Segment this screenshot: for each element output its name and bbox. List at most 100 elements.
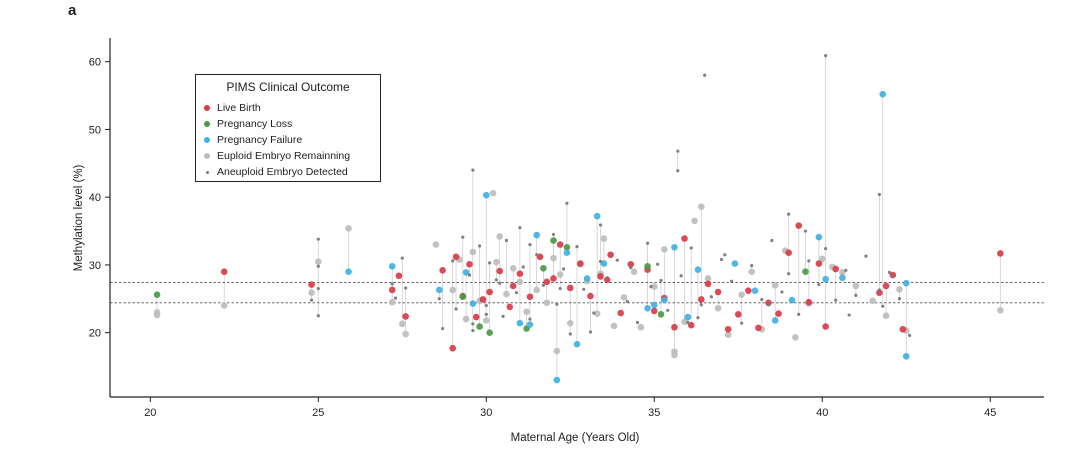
x-tick-label: 35 bbox=[648, 407, 660, 419]
data-point-aneuploid-embryo-detected bbox=[656, 262, 660, 266]
data-point-aneuploid-embryo-detected bbox=[803, 229, 808, 233]
data-point-euploid-embryo-remainning bbox=[839, 269, 846, 276]
data-point-live-birth bbox=[704, 280, 712, 288]
data-point-euploid-embryo-remainning bbox=[462, 315, 470, 323]
data-points-layer bbox=[153, 54, 1004, 384]
data-point-live-birth bbox=[587, 292, 594, 300]
data-point-aneuploid-embryo-detected bbox=[528, 242, 532, 247]
data-point-live-birth bbox=[509, 282, 517, 290]
data-point-aneuploid-embryo-detected bbox=[615, 258, 619, 262]
legend-item: Live Birth bbox=[204, 101, 261, 115]
data-point-pregnancy-loss bbox=[563, 244, 571, 251]
data-point-aneuploid-embryo-detected bbox=[834, 298, 838, 302]
data-point-euploid-embryo-remainning bbox=[469, 248, 477, 256]
data-point-euploid-embryo-remainning bbox=[724, 331, 732, 338]
data-point-aneuploid-embryo-detected bbox=[676, 169, 680, 173]
data-point-euploid-embryo-remainning bbox=[533, 286, 540, 294]
data-point-pregnancy-failure bbox=[435, 286, 443, 294]
data-point-aneuploid-embryo-detected bbox=[471, 329, 475, 333]
legend-label: Pregnancy Failure bbox=[217, 134, 303, 147]
data-point-euploid-embryo-remainning bbox=[388, 298, 396, 306]
data-point-pregnancy-failure bbox=[694, 266, 702, 273]
data-point-live-birth bbox=[687, 321, 695, 329]
data-point-aneuploid-embryo-detected bbox=[316, 237, 320, 241]
data-point-live-birth bbox=[755, 324, 762, 332]
data-point-pregnancy-failure bbox=[771, 317, 779, 324]
data-point-aneuploid-embryo-detected bbox=[592, 311, 596, 315]
data-point-euploid-embryo-remainning bbox=[308, 289, 315, 296]
data-point-live-birth bbox=[724, 325, 732, 333]
data-point-live-birth bbox=[566, 284, 574, 292]
data-point-pregnancy-failure bbox=[902, 279, 910, 287]
data-point-aneuploid-embryo-detected bbox=[703, 73, 707, 77]
data-point-euploid-embryo-remainning bbox=[449, 286, 456, 294]
data-point-pregnancy-failure bbox=[839, 274, 846, 282]
data-point-live-birth bbox=[496, 267, 504, 275]
data-point-euploid-embryo-remainning bbox=[398, 320, 406, 328]
data-point-euploid-embryo-remainning bbox=[738, 291, 745, 299]
legend-label: Euploid Embryo Remainning bbox=[217, 150, 351, 163]
data-point-euploid-embryo-remainning bbox=[220, 302, 228, 309]
x-tick-label: 30 bbox=[480, 407, 492, 419]
data-point-aneuploid-embryo-detected bbox=[807, 259, 811, 263]
data-point-aneuploid-embryo-detected bbox=[528, 317, 532, 321]
data-point-live-birth bbox=[795, 222, 803, 229]
data-point-aneuploid-embryo-detected bbox=[709, 295, 713, 299]
data-point-euploid-embryo-remainning bbox=[620, 294, 628, 301]
data-point-aneuploid-embryo-detected bbox=[659, 278, 663, 283]
data-point-live-birth bbox=[650, 307, 658, 315]
data-point-pregnancy-failure bbox=[388, 262, 396, 270]
data-point-aneuploid-embryo-detected bbox=[817, 282, 821, 287]
data-point-aneuploid-embryo-detected bbox=[514, 291, 519, 295]
data-point-aneuploid-embryo-detected bbox=[666, 308, 670, 312]
data-point-aneuploid-embryo-detected bbox=[316, 314, 320, 318]
data-point-aneuploid-embryo-detected bbox=[797, 312, 801, 316]
data-point-live-birth bbox=[607, 251, 614, 259]
data-point-live-birth bbox=[734, 311, 742, 318]
data-point-pregnancy-failure bbox=[788, 296, 796, 304]
data-point-aneuploid-embryo-detected bbox=[309, 298, 314, 302]
data-point-euploid-embryo-remainning bbox=[153, 311, 161, 319]
data-point-pregnancy-failure bbox=[593, 212, 601, 220]
data-point-pregnancy-loss bbox=[540, 265, 547, 272]
data-point-live-birth bbox=[556, 241, 564, 248]
data-point-aneuploid-embryo-detected bbox=[484, 303, 488, 308]
data-point-aneuploid-embryo-detected bbox=[451, 259, 455, 263]
data-point-live-birth bbox=[486, 288, 493, 296]
data-point-aneuploid-embryo-detected bbox=[467, 273, 472, 277]
data-point-live-birth bbox=[603, 276, 611, 284]
data-point-live-birth bbox=[745, 287, 752, 294]
data-point-pregnancy-failure bbox=[533, 231, 540, 239]
data-point-aneuploid-embryo-detected bbox=[766, 303, 771, 307]
data-point-euploid-embryo-remainning bbox=[714, 304, 722, 312]
legend-item: Aneuploid Embryo Detected bbox=[204, 165, 348, 179]
data-point-aneuploid-embryo-detected bbox=[551, 232, 556, 237]
x-tick-label: 20 bbox=[144, 407, 156, 419]
data-point-euploid-embryo-remainning bbox=[503, 290, 510, 298]
data-point-aneuploid-embryo-detected bbox=[864, 254, 868, 258]
data-point-euploid-embryo-remainning bbox=[661, 246, 668, 253]
legend-marker bbox=[205, 170, 209, 174]
data-point-live-birth bbox=[876, 289, 883, 296]
data-point-live-birth bbox=[308, 281, 315, 288]
data-point-euploid-embryo-remainning bbox=[566, 319, 574, 327]
data-point-euploid-embryo-remainning bbox=[593, 310, 601, 317]
data-point-live-birth bbox=[899, 325, 907, 333]
data-point-aneuploid-embryo-detected bbox=[887, 270, 892, 274]
data-point-aneuploid-embryo-detected bbox=[686, 320, 690, 325]
data-point-live-birth bbox=[822, 323, 829, 330]
data-point-aneuploid-embryo-detected bbox=[598, 223, 603, 227]
data-point-aneuploid-embryo-detected bbox=[498, 281, 502, 285]
data-point-aneuploid-embryo-detected bbox=[635, 320, 640, 325]
data-point-pregnancy-loss bbox=[802, 268, 809, 275]
data-point-aneuploid-embryo-detected bbox=[518, 226, 522, 230]
data-point-euploid-embryo-remainning bbox=[698, 203, 705, 210]
data-point-euploid-embryo-remainning bbox=[882, 312, 890, 320]
data-point-aneuploid-embryo-detected bbox=[555, 302, 559, 306]
data-point-aneuploid-embryo-detected bbox=[723, 253, 727, 257]
data-point-pregnancy-loss bbox=[644, 262, 651, 270]
legend-label: Live Birth bbox=[217, 102, 261, 115]
y-tick-label: 30 bbox=[89, 260, 101, 272]
